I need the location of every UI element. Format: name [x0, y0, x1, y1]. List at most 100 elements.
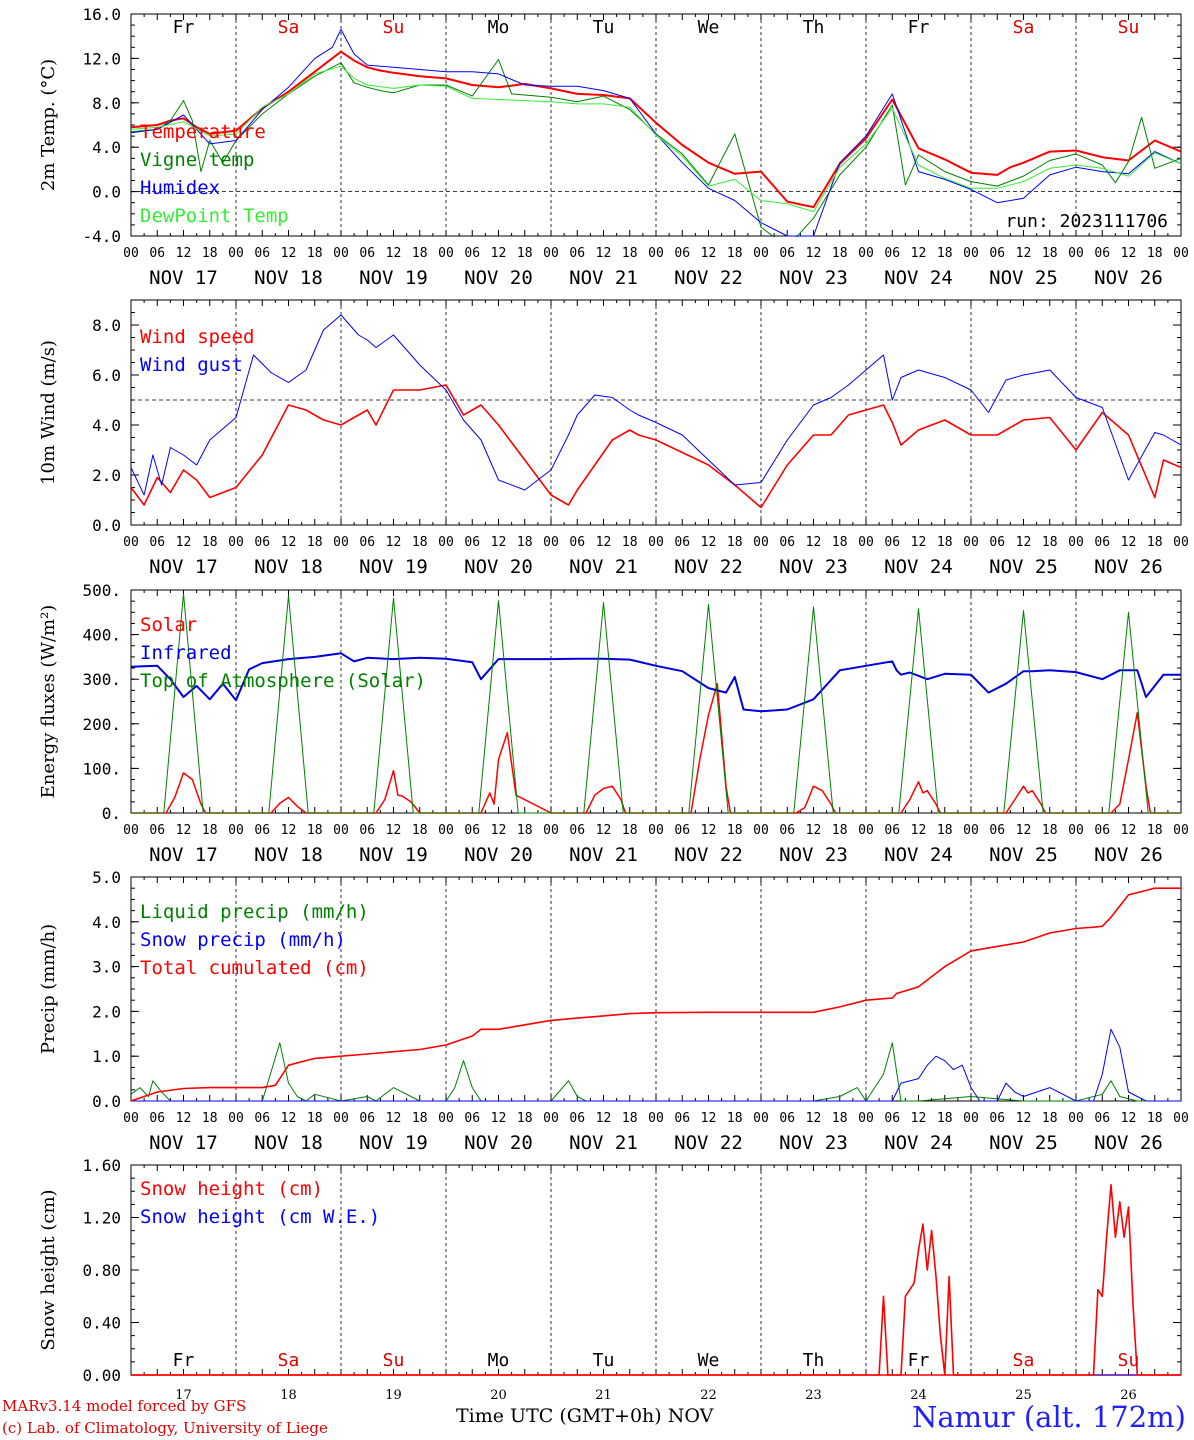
- hour-label: 12: [386, 246, 402, 261]
- legend-entry: Top of Atmosphere (Solar): [140, 670, 426, 692]
- day-label: NOV 25: [989, 844, 1058, 866]
- bottom-day-number: 23: [805, 1388, 822, 1403]
- hour-label: 00: [543, 535, 559, 550]
- hour-label: 00: [858, 823, 874, 838]
- bottom-day-number: 20: [490, 1388, 507, 1403]
- hour-label: 12: [281, 246, 297, 261]
- y-tick-label: 6.0: [92, 366, 121, 385]
- hour-label: 18: [832, 246, 848, 261]
- hour-label: 00: [1068, 535, 1084, 550]
- hour-label: 06: [674, 823, 690, 838]
- hour-label: 00: [753, 1111, 769, 1126]
- panel-frame: [130, 299, 1182, 526]
- hour-label: 00: [648, 1111, 664, 1126]
- day-label: NOV 18: [254, 556, 323, 578]
- series-line-total-cumulated-cm-: [131, 887, 1181, 1102]
- hour-label: 06: [464, 535, 480, 550]
- hour-label: 12: [491, 535, 507, 550]
- day-label: NOV 24: [884, 1132, 953, 1154]
- hour-label: 18: [622, 246, 638, 261]
- weekday-label: Sa: [1013, 1350, 1035, 1371]
- legend-entry: Total cumulated (cm): [140, 957, 369, 979]
- weekday-label: Th: [803, 1350, 825, 1371]
- y-axis-title: Snow height (cm): [38, 1189, 59, 1350]
- hour-label: 00: [648, 246, 664, 261]
- hour-label: 12: [1121, 823, 1137, 838]
- weekday-label: Mo: [488, 1350, 510, 1371]
- legend-entry: Snow height (cm W.E.): [140, 1206, 380, 1228]
- series-line-wind-speed: [131, 384, 1181, 509]
- day-label: NOV 19: [359, 844, 428, 866]
- hour-label: 00: [858, 246, 874, 261]
- hour-label: 00: [1173, 1111, 1189, 1126]
- weekday-label: Th: [803, 17, 825, 38]
- hour-label: 06: [779, 1111, 795, 1126]
- hour-label: 18: [517, 823, 533, 838]
- day-label: NOV 23: [779, 844, 848, 866]
- day-label: NOV 18: [254, 267, 323, 289]
- hour-label: 18: [307, 535, 323, 550]
- hour-label: 06: [884, 535, 900, 550]
- bottom-day-number: 26: [1120, 1388, 1137, 1403]
- day-label: NOV 26: [1094, 1132, 1163, 1154]
- hour-label: 06: [989, 1111, 1005, 1126]
- hour-label: 06: [149, 246, 165, 261]
- y-tick-label: 16.0: [82, 5, 121, 24]
- y-tick-label: 0.80: [82, 1261, 121, 1280]
- hour-label: 06: [569, 823, 585, 838]
- hour-label: 18: [622, 535, 638, 550]
- hour-label: 12: [176, 246, 192, 261]
- y-tick-label: 1.0: [92, 1047, 121, 1066]
- series-line-vigne-temp: [131, 59, 1181, 237]
- hour-label: 18: [727, 823, 743, 838]
- hour-label: 18: [832, 823, 848, 838]
- hour-label: 00: [963, 823, 979, 838]
- hour-label: 00: [228, 535, 244, 550]
- hour-label: 00: [963, 535, 979, 550]
- hour-label: 00: [1173, 246, 1189, 261]
- y-tick-label: 500.: [82, 581, 121, 600]
- hour-label: 00: [333, 246, 349, 261]
- hour-label: 06: [149, 1111, 165, 1126]
- y-tick-label: 0.0: [92, 183, 121, 202]
- hour-label: 18: [412, 1111, 428, 1126]
- legend-entry: Snow height (cm): [140, 1178, 323, 1200]
- hour-label: 18: [202, 1111, 218, 1126]
- hour-label: 18: [412, 246, 428, 261]
- day-label: NOV 22: [674, 844, 743, 866]
- day-label: NOV 23: [779, 267, 848, 289]
- y-axis-title: Energy fluxes (W/m²): [38, 605, 59, 799]
- weekday-label: Sa: [278, 17, 300, 38]
- day-label: NOV 19: [359, 1132, 428, 1154]
- hour-label: 00: [543, 1111, 559, 1126]
- hour-label: 00: [1068, 1111, 1084, 1126]
- hour-label: 18: [1147, 823, 1163, 838]
- series-line-top-of-atmosphere-solar-: [131, 593, 1181, 814]
- hour-label: 06: [989, 823, 1005, 838]
- hour-label: 12: [1016, 823, 1032, 838]
- hour-label: 12: [806, 823, 822, 838]
- hour-label: 00: [858, 535, 874, 550]
- day-label: NOV 18: [254, 844, 323, 866]
- hour-label: 12: [491, 246, 507, 261]
- hour-label: 18: [517, 535, 533, 550]
- hour-label: 00: [1173, 535, 1189, 550]
- hour-label: 18: [622, 823, 638, 838]
- hour-label: 18: [1147, 246, 1163, 261]
- hour-label: 00: [543, 246, 559, 261]
- weekday-label: Su: [1118, 1350, 1140, 1371]
- hour-label: 12: [1121, 535, 1137, 550]
- y-tick-label: 200.: [82, 715, 121, 734]
- hour-label: 00: [228, 1111, 244, 1126]
- hour-label: 00: [123, 246, 139, 261]
- hour-label: 06: [1094, 823, 1110, 838]
- hour-label: 06: [254, 823, 270, 838]
- hour-label: 12: [281, 823, 297, 838]
- weekday-label: We: [698, 1350, 720, 1371]
- bottom-day-number: 21: [595, 1388, 612, 1403]
- hour-label: 12: [806, 535, 822, 550]
- weekday-label: Su: [1118, 17, 1140, 38]
- day-label: NOV 21: [569, 1132, 638, 1154]
- legend-entry: Solar: [140, 614, 197, 636]
- hour-label: 12: [596, 823, 612, 838]
